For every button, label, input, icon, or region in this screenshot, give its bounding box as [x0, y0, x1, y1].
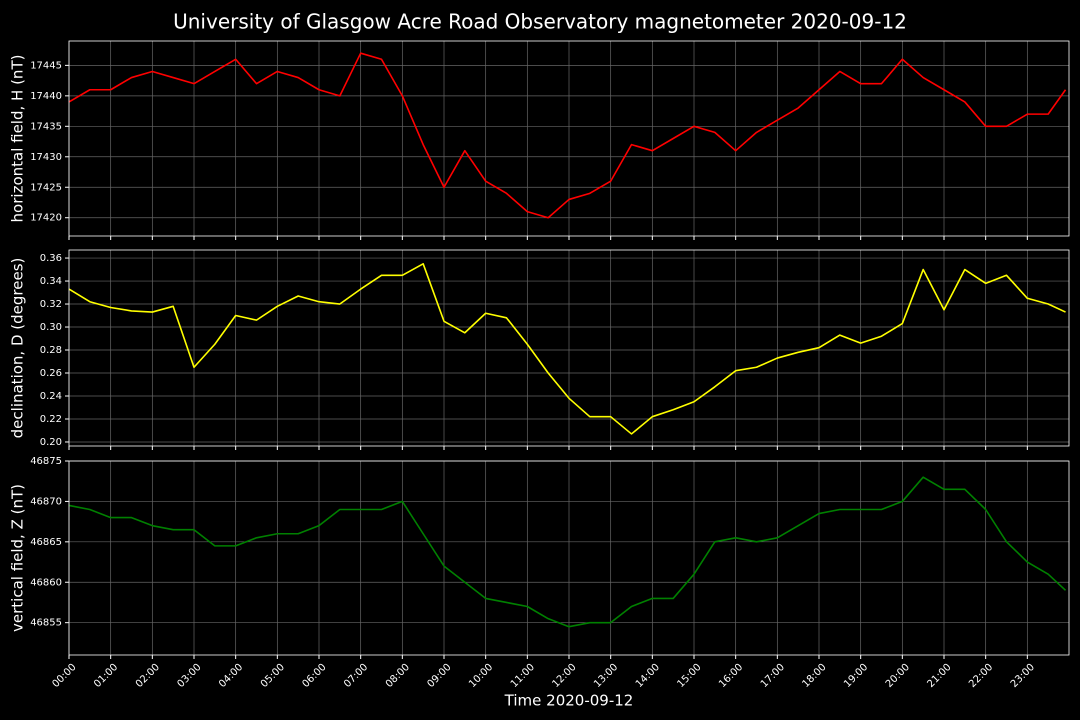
x-tick-label: 08:00	[384, 662, 412, 690]
y-tick-label: 46875	[30, 456, 62, 467]
x-tick-label: 09:00	[425, 662, 453, 690]
y-tick-label: 0.32	[40, 299, 62, 310]
x-tick-label: 07:00	[342, 662, 370, 690]
data-line	[68, 52, 1067, 219]
x-tick-label: 04:00	[217, 662, 245, 690]
x-tick-label: 21:00	[925, 662, 953, 690]
y-tick-label: 0.20	[40, 437, 62, 448]
x-tick-label: 13:00	[592, 662, 620, 690]
x-tick-label: 10:00	[467, 662, 495, 690]
y-tick-label: 46865	[30, 537, 62, 548]
y-tick-label: 46860	[30, 577, 62, 588]
y-tick-label: 17445	[30, 60, 62, 71]
y-axis-label: horizontal field, H (nT)	[9, 55, 27, 223]
chart-title: University of Glasgow Acre Road Observat…	[173, 10, 907, 34]
plot-frame	[68, 460, 1070, 656]
y-tick-label: 0.30	[40, 322, 62, 333]
y-tick-label: 0.22	[40, 414, 62, 425]
data-line	[68, 476, 1067, 628]
x-tick-label: 15:00	[675, 662, 703, 690]
x-tick-label: 14:00	[634, 662, 662, 690]
plot-frame	[68, 40, 1070, 237]
data-line	[68, 262, 1066, 435]
y-axis-label: vertical field, Z (nT)	[9, 484, 27, 632]
x-tick-label: 20:00	[884, 662, 912, 690]
y-tick-label: 0.26	[40, 368, 62, 379]
x-tick-label: 02:00	[134, 662, 162, 690]
x-tick-label: 05:00	[259, 662, 287, 690]
y-tick-label: 17435	[30, 121, 62, 132]
y-tick-label: 0.28	[40, 345, 62, 356]
y-tick-label: 17440	[30, 91, 62, 102]
x-tick-label: 17:00	[759, 662, 787, 690]
x-tick-label: 03:00	[175, 662, 203, 690]
x-tick-label: 19:00	[842, 662, 870, 690]
y-tick-label: 17420	[30, 213, 62, 224]
x-tick-label: 18:00	[800, 662, 828, 690]
x-tick-label: 11:00	[509, 662, 537, 690]
y-tick-label: 46870	[30, 496, 62, 507]
x-tick-label: 23:00	[1009, 662, 1037, 690]
x-tick-label: 01:00	[92, 662, 120, 690]
x-axis-label: Time 2020-09-12	[504, 692, 634, 710]
x-tick-label: 06:00	[300, 662, 328, 690]
y-tick-label: 46855	[30, 618, 62, 629]
y-tick-label: 0.34	[40, 276, 62, 287]
y-tick-label: 0.36	[40, 253, 62, 264]
y-axis-label: declination, D (degrees)	[9, 258, 27, 439]
y-tick-label: 17430	[30, 152, 62, 163]
y-tick-label: 0.24	[40, 391, 62, 402]
x-tick-label: 12:00	[550, 662, 578, 690]
plot-frame	[68, 249, 1070, 447]
x-tick-label: 00:00	[50, 662, 78, 690]
y-tick-label: 17425	[30, 182, 62, 193]
x-tick-label: 16:00	[717, 662, 745, 690]
x-tick-label: 22:00	[967, 662, 995, 690]
